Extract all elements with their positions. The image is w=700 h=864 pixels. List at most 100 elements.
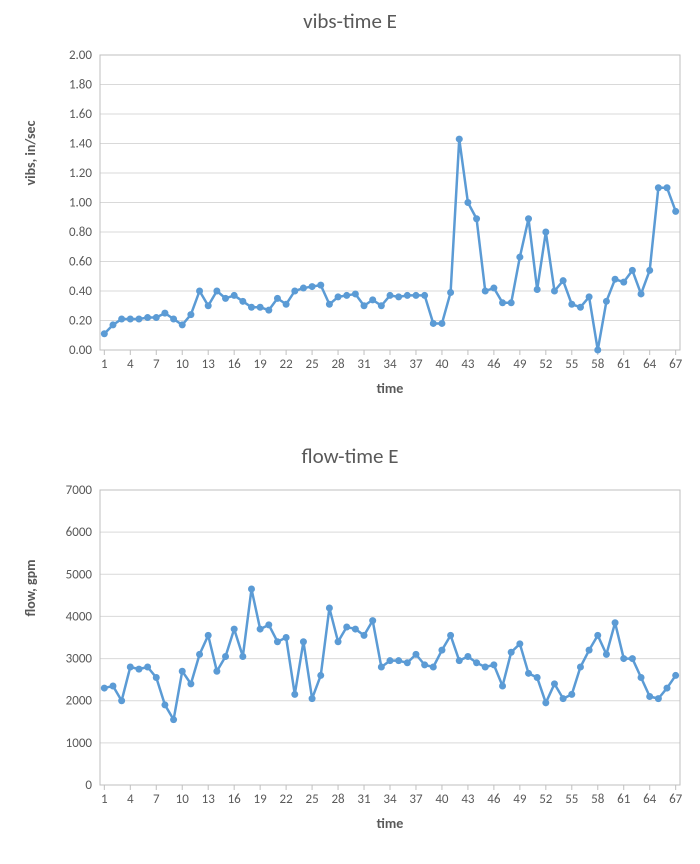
flow-y-tick-label: 0: [85, 778, 92, 793]
vibs-data-point: [179, 321, 186, 328]
vibs-x-tick-label: 7: [153, 357, 160, 372]
vibs-x-tick-label: 22: [280, 357, 294, 372]
flow-data-point: [369, 617, 376, 624]
flow-x-tick-label: 58: [591, 792, 605, 807]
vibs-data-point: [620, 279, 627, 286]
vibs-x-tick-label: 49: [513, 357, 527, 372]
vibs-x-tick-label: 31: [357, 357, 370, 372]
vibs-data-point: [326, 301, 333, 308]
vibs-data-point: [499, 299, 506, 306]
vibs-data-point: [447, 289, 454, 296]
vibs-data-point: [525, 215, 532, 222]
vibs-data-point: [361, 302, 368, 309]
vibs-y-tick-label: 1.20: [69, 166, 92, 181]
flow-data-point: [551, 680, 558, 687]
vibs-data-point: [412, 292, 419, 299]
flow-data-point: [144, 664, 151, 671]
vibs-x-tick-label: 25: [305, 357, 318, 372]
flow-data-point: [361, 632, 368, 639]
vibs-data-point: [508, 299, 515, 306]
flow-data-point: [135, 666, 142, 673]
flow-data-point: [594, 632, 601, 639]
flow-data-point: [646, 693, 653, 700]
vibs-data-point: [300, 285, 307, 292]
flow-data-point: [239, 653, 246, 660]
vibs-data-point: [577, 304, 584, 311]
flow-data-point: [499, 682, 506, 689]
vibs-y-tick-label: 0.60: [69, 255, 92, 270]
flow-data-point: [170, 716, 177, 723]
vibs-x-tick-label: 40: [435, 357, 449, 372]
flow-x-tick-label: 28: [331, 792, 345, 807]
vibs-y-tick-label: 0.20: [69, 314, 92, 329]
vibs-y-tick-label: 1.00: [69, 196, 92, 211]
flow-data-point: [248, 586, 255, 593]
vibs-data-point: [603, 298, 610, 305]
flow-y-tick-label: 2000: [66, 694, 93, 709]
flow-data-point: [664, 685, 671, 692]
flow-data-point: [655, 695, 662, 702]
flow-data-point: [274, 638, 281, 645]
vibs-x-tick-label: 64: [643, 357, 657, 372]
flow-y-tick-label: 6000: [66, 525, 93, 540]
flow-data-point: [464, 653, 471, 660]
flow-data-point: [343, 623, 350, 630]
flow-data-point: [291, 691, 298, 698]
vibs-data-point: [646, 267, 653, 274]
vibs-x-tick-label: 16: [228, 357, 242, 372]
vibs-data-point: [352, 290, 359, 297]
flow-x-tick-label: 40: [435, 792, 449, 807]
page: { "layout": { "page_w": 700, "page_h": 8…: [0, 0, 700, 864]
flow-data-point: [179, 668, 186, 675]
flow-x-tick-label: 61: [617, 792, 630, 807]
vibs-x-tick-label: 55: [565, 357, 578, 372]
vibs-x-tick-label: 1: [101, 357, 108, 372]
flow-data-point: [395, 657, 402, 664]
flow-data-point: [300, 638, 307, 645]
flow-x-tick-label: 46: [487, 792, 501, 807]
vibs-data-point: [265, 307, 272, 314]
vibs-y-tick-label: 0.00: [69, 343, 92, 358]
flow-x-tick-label: 31: [357, 792, 370, 807]
vibs-data-point: [387, 292, 394, 299]
vibs-data-point: [629, 267, 636, 274]
flow-x-tick-label: 43: [461, 792, 475, 807]
flow-plot-area: [100, 490, 680, 785]
flow-data-point: [447, 632, 454, 639]
vibs-data-point: [187, 311, 194, 318]
vibs-data-point: [421, 292, 428, 299]
vibs-x-tick-label: 4: [127, 357, 134, 372]
flow-data-point: [438, 647, 445, 654]
vibs-data-point: [283, 301, 290, 308]
flow-data-point: [586, 647, 593, 654]
flow-data-point: [525, 670, 532, 677]
flow-x-tick-label: 49: [513, 792, 527, 807]
vibs-data-point: [586, 293, 593, 300]
vibs-data-point: [369, 296, 376, 303]
flow-x-tick-label: 55: [565, 792, 578, 807]
vibs-y-tick-label: 1.80: [69, 78, 92, 93]
vibs-data-point: [196, 288, 203, 295]
flow-data-point: [335, 638, 342, 645]
vibs-data-point: [534, 286, 541, 293]
vibs-x-tick-label: 28: [331, 357, 345, 372]
flow-series-line: [104, 589, 675, 720]
flow-data-point: [118, 697, 125, 704]
flow-y-tick-label: 5000: [66, 567, 93, 582]
flow-data-point: [629, 655, 636, 662]
vibs-x-tick-label: 34: [383, 357, 397, 372]
vibs-data-point: [438, 320, 445, 327]
flow-data-point: [317, 672, 324, 679]
flow-data-point: [482, 664, 489, 671]
flow-x-tick-label: 22: [280, 792, 294, 807]
flow-x-tick-label: 34: [383, 792, 397, 807]
flow-data-point: [326, 605, 333, 612]
vibs-data-point: [291, 288, 298, 295]
vibs-chart: vibs-time Evibs, in/sectime0.000.200.400…: [0, 0, 700, 430]
flow-data-point: [612, 619, 619, 626]
vibs-x-tick-label: 37: [409, 357, 423, 372]
flow-data-point: [283, 634, 290, 641]
vibs-data-point: [101, 330, 108, 337]
vibs-data-point: [239, 298, 246, 305]
flow-data-point: [387, 657, 394, 664]
